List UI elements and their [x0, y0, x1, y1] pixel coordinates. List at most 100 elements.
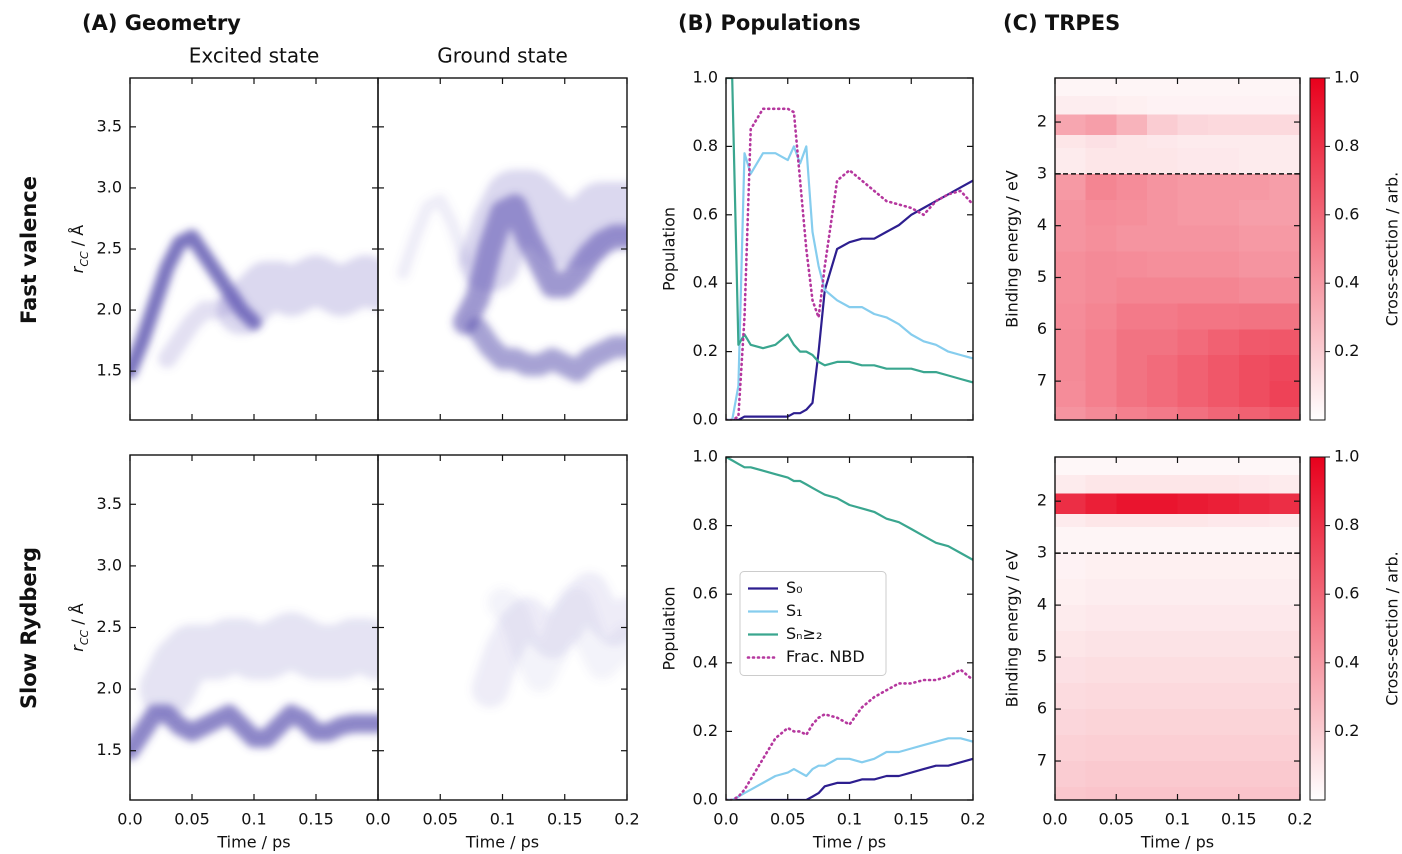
heat-cell — [1208, 457, 1240, 476]
heat-cell — [1146, 605, 1179, 632]
heat-cell — [1116, 407, 1148, 420]
heat-cell — [1269, 96, 1300, 115]
heat-cell — [1269, 78, 1300, 97]
y-tick-label: 2.5 — [97, 239, 122, 258]
heat-cell — [1055, 475, 1087, 494]
heat-cell — [1269, 114, 1300, 136]
heat-cell — [1269, 277, 1300, 305]
heat-cell — [1116, 527, 1148, 554]
y-tick-label: 2 — [1037, 491, 1047, 510]
x-axis-label: Time / ps — [1140, 833, 1214, 852]
heat-cell — [1085, 761, 1117, 788]
heat-cell — [1208, 605, 1240, 632]
plot-area — [130, 612, 378, 760]
heat-cell — [1055, 173, 1087, 201]
heat-cell — [1238, 457, 1270, 476]
heat-cell — [1085, 114, 1117, 136]
heat-cell — [1177, 605, 1209, 632]
plot-area — [130, 229, 378, 379]
x-tick-label: 0.15 — [893, 810, 929, 829]
x-tick-label: 0.15 — [1221, 810, 1257, 829]
row-label: Slow Rydberg — [17, 547, 41, 709]
legend-label: Frac. NBD — [786, 647, 865, 666]
y-tick-label: 0.0 — [693, 790, 718, 809]
heat-cell — [1085, 657, 1117, 684]
heat-cell — [1238, 96, 1270, 115]
heat-cell — [1116, 657, 1148, 684]
plot-area — [726, 78, 973, 420]
heat-cell — [1238, 251, 1270, 279]
y-tick-label: 3.0 — [97, 177, 122, 196]
heat-cell — [1055, 135, 1087, 149]
population-line — [726, 78, 973, 384]
heat-cell — [1055, 303, 1087, 330]
heat-cell — [1269, 457, 1300, 476]
heat-cell — [1177, 493, 1209, 515]
heat-cell — [1055, 355, 1087, 382]
heat-cell — [1085, 514, 1117, 528]
heat-cell — [1085, 381, 1117, 408]
heat-cell — [1055, 631, 1087, 658]
heat-cell — [1208, 173, 1240, 201]
heat-cell — [1055, 683, 1087, 710]
heat-cell — [1238, 78, 1270, 97]
colorbar-tick-label: 0.8 — [1334, 515, 1359, 534]
heat-cell — [1116, 355, 1148, 382]
heat-cell — [1116, 579, 1148, 606]
heat-cell — [1055, 735, 1087, 762]
heat-cell — [1208, 96, 1240, 115]
colorbar-tick-label: 0.6 — [1334, 584, 1359, 603]
heat-cell — [1146, 787, 1179, 800]
heat-cell — [1116, 329, 1148, 356]
heat-cell — [1116, 631, 1148, 658]
y-axis-label: rCC / Å — [68, 225, 91, 274]
heat-cell — [1116, 114, 1148, 136]
heat-cell — [1116, 96, 1148, 115]
heat-cell — [1055, 493, 1087, 515]
heat-cell — [1269, 683, 1300, 710]
heat-cell — [1177, 173, 1209, 201]
heat-cell — [1269, 514, 1300, 528]
heat-cell — [1269, 761, 1300, 788]
heat-cell — [1269, 735, 1300, 762]
heat-cell — [1146, 407, 1179, 420]
colorbar-tick-label: 1.0 — [1334, 68, 1359, 87]
population-line — [726, 668, 973, 800]
x-tick-label: 0.05 — [174, 810, 210, 829]
heat-cell — [1146, 381, 1179, 408]
heat-cell — [1116, 147, 1148, 175]
heat-cell — [1177, 631, 1209, 658]
heat-cell — [1146, 277, 1179, 305]
panel-title: (A) Geometry — [82, 11, 241, 35]
y-tick-label: 5 — [1037, 267, 1047, 286]
heat-cell — [1177, 735, 1209, 762]
x-tick-label: 0.1 — [241, 810, 266, 829]
x-tick-label: 0.05 — [770, 810, 806, 829]
heat-cell — [1208, 135, 1240, 149]
heat-cell — [1116, 493, 1148, 515]
heat-cell — [1238, 657, 1270, 684]
population-line — [726, 757, 973, 800]
density-ridge — [217, 255, 378, 335]
heat-cell — [1208, 579, 1240, 606]
y-tick-label: 1.0 — [693, 68, 718, 87]
heat-cell — [1269, 605, 1300, 632]
legend-label: S₀ — [786, 578, 803, 597]
heat-cell — [1146, 355, 1179, 382]
heat-cell — [1238, 514, 1270, 528]
heat-cell — [1116, 78, 1148, 97]
heat-cell — [1146, 579, 1179, 606]
heat-cell — [1208, 514, 1240, 528]
heat-cell — [1055, 527, 1087, 554]
plot-area — [396, 169, 627, 383]
density-ridge — [459, 169, 627, 292]
heat-cell — [1238, 553, 1270, 580]
y-axis-label: Binding energy / eV — [1003, 170, 1022, 328]
x-tick-label: 0.2 — [614, 810, 639, 829]
heat-cell — [1208, 355, 1240, 382]
y-tick-label: 7 — [1037, 371, 1047, 390]
heat-cell — [1055, 605, 1087, 632]
heat-cell — [1146, 527, 1179, 554]
heat-cell — [1085, 683, 1117, 710]
